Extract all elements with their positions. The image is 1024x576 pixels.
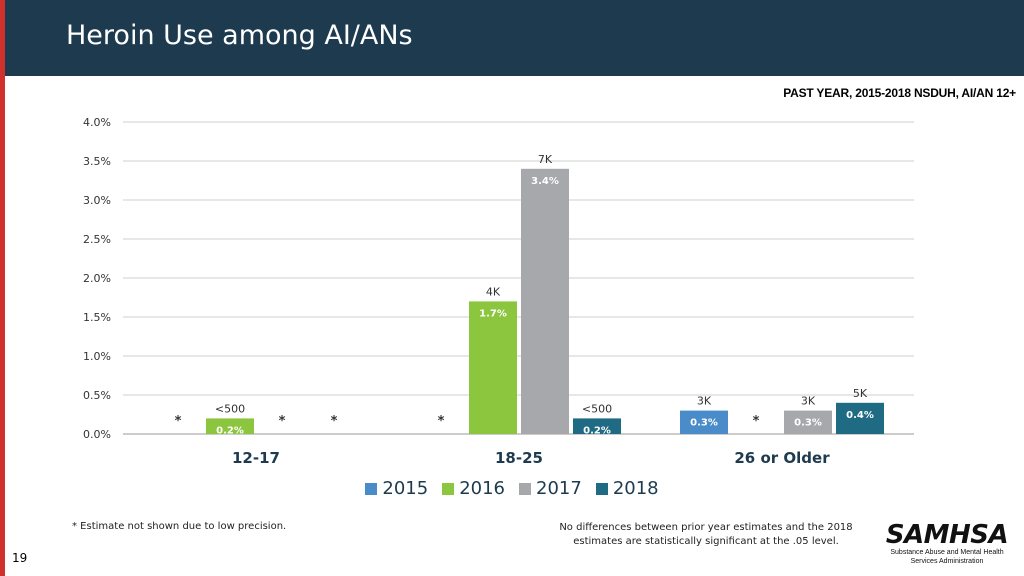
bar-value-label: 0.3% [690, 418, 718, 429]
bar-value-label: 3.4% [531, 176, 559, 187]
bar-2017-26-or-older [784, 410, 832, 434]
low-precision-marker: * [279, 414, 286, 429]
x-category-label: 12-17 [232, 449, 280, 467]
bar-count-label: 5K [853, 387, 868, 400]
y-tick-label: 2.5% [83, 233, 111, 246]
bar-2018-18-25 [573, 418, 621, 434]
y-tick-label: 2.0% [83, 272, 111, 285]
footnote-significance-line1: No differences between prior year estima… [559, 522, 853, 533]
legend-swatch-2017 [519, 482, 531, 495]
legend-item-2017: 2017 [519, 478, 582, 499]
page-number: 19 [12, 551, 28, 565]
bar-value-label: 0.2% [583, 425, 611, 436]
bar-value-label: 1.7% [479, 308, 507, 319]
low-precision-marker: * [438, 414, 445, 429]
bar-count-label: 7K [538, 153, 553, 166]
bar-value-label: 0.3% [794, 418, 822, 429]
bar-count-label: 4K [486, 285, 501, 298]
bar-count-label: 3K [697, 395, 712, 408]
x-category-label: 18-25 [495, 449, 543, 467]
bar-value-label: 0.4% [846, 410, 874, 421]
y-tick-label: 0.5% [83, 389, 111, 402]
low-precision-marker: * [753, 414, 760, 429]
logo-subtitle-line2: Services Administration [910, 558, 984, 565]
legend-swatch-2015 [365, 482, 378, 495]
footnote-precision: * Estimate not shown due to low precisio… [72, 521, 287, 532]
logo-wordmark: SAMHSA [885, 520, 1009, 550]
legend-label-2015: 2015 [382, 478, 429, 499]
legend-swatch-2016 [442, 482, 455, 495]
header-bar [5, 0, 1024, 76]
chart-subtitle: PAST YEAR, 2015-2018 NSDUH, AI/AN 12+ [783, 86, 1016, 100]
low-precision-marker: * [331, 414, 338, 429]
legend-label-2018: 2018 [612, 478, 659, 499]
legend-label-2017: 2017 [536, 478, 582, 499]
footnote-significance-line2: estimates are statistically significant … [573, 536, 839, 547]
footnote-significance: No differences between prior year estima… [556, 521, 856, 549]
samhsa-logo: SAMHSA Substance Abuse and Mental Health… [880, 522, 1014, 566]
slide-title: Heroin Use among AI/ANs [66, 20, 413, 51]
legend-label-2016: 2016 [459, 478, 505, 499]
bar-count-label: 3K [801, 395, 816, 408]
bar-2016-18-25 [469, 301, 517, 434]
legend-swatch-2018 [595, 482, 608, 495]
y-tick-label: 3.0% [83, 194, 111, 207]
y-tick-label: 4.0% [83, 116, 111, 129]
chart-legend: 2015 2016 2017 2018 [0, 478, 1024, 499]
bar-2015-26-or-older [680, 410, 728, 434]
left-accent-bar [0, 0, 5, 576]
legend-item-2016: 2016 [442, 478, 505, 499]
bar-count-label: <500 [215, 402, 245, 415]
bar-count-label: <500 [582, 402, 612, 415]
y-tick-label: 3.5% [83, 155, 111, 168]
legend-item-2015: 2015 [365, 478, 428, 499]
low-precision-marker: * [175, 414, 182, 429]
bar-2018-26-or-older [836, 402, 884, 434]
bar-2016-12-17 [206, 418, 254, 434]
legend-item-2018: 2018 [595, 478, 659, 499]
x-category-label: 26 or Older [734, 449, 830, 467]
y-tick-label: 1.0% [83, 350, 111, 363]
bar-value-label: 0.2% [216, 425, 244, 436]
y-tick-label: 1.5% [83, 311, 111, 324]
y-tick-label: 0.0% [83, 428, 111, 441]
bar-2017-18-25 [521, 168, 569, 435]
logo-subtitle-line1: Substance Abuse and Mental Health [890, 549, 1004, 556]
